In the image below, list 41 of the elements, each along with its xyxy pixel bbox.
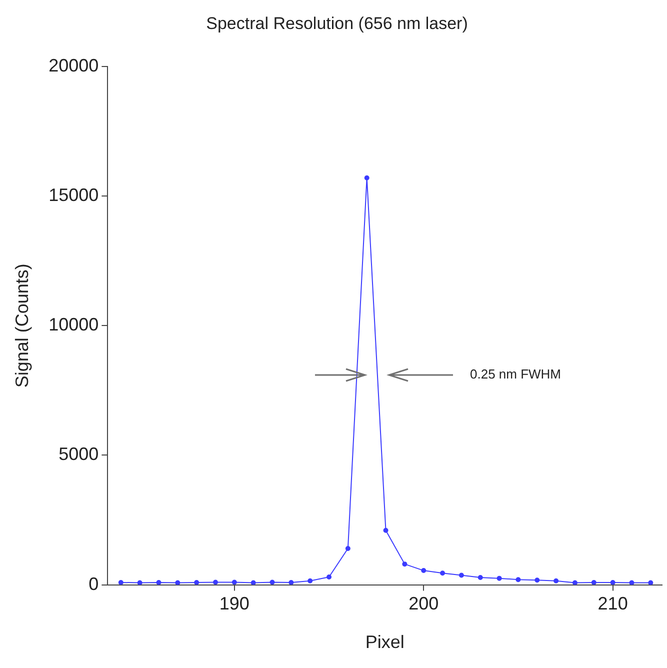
point <box>496 576 502 581</box>
x-axis-title: Pixel <box>365 632 404 652</box>
y-tick-label: 15000 <box>48 184 99 205</box>
point <box>554 578 559 584</box>
point <box>440 570 446 576</box>
point <box>534 578 540 583</box>
point <box>175 580 180 585</box>
point <box>421 568 426 574</box>
point <box>610 580 616 585</box>
point <box>648 580 654 585</box>
point <box>156 580 162 585</box>
chart-title: Spectral Resolution (656 nm laser) <box>206 14 468 33</box>
point <box>250 580 256 585</box>
point <box>308 578 313 584</box>
point <box>516 577 521 582</box>
point <box>232 580 237 585</box>
y-tick-label: 20000 <box>48 55 99 76</box>
y-tick-label: 0 <box>88 574 99 594</box>
point <box>270 580 275 585</box>
point <box>212 580 218 585</box>
point <box>137 580 142 585</box>
point <box>402 562 408 567</box>
point <box>629 580 634 585</box>
point <box>288 580 294 585</box>
annotation: 0.25 nm FWHM <box>470 366 562 382</box>
point <box>572 580 578 585</box>
y-tick-label: 10000 <box>48 314 99 335</box>
point <box>118 580 124 585</box>
point <box>326 574 332 580</box>
y-axis-title: Signal (Counts) <box>12 264 32 388</box>
point <box>458 572 464 578</box>
x-tick-label: 200 <box>408 594 439 614</box>
point <box>383 528 388 533</box>
x-tick-label: 210 <box>598 594 628 614</box>
point <box>591 580 596 585</box>
point <box>364 175 370 180</box>
point <box>345 546 350 552</box>
y-tick-label: 5000 <box>58 444 99 464</box>
point <box>194 580 200 585</box>
point <box>478 575 483 580</box>
x-tick-label: 190 <box>219 594 250 614</box>
